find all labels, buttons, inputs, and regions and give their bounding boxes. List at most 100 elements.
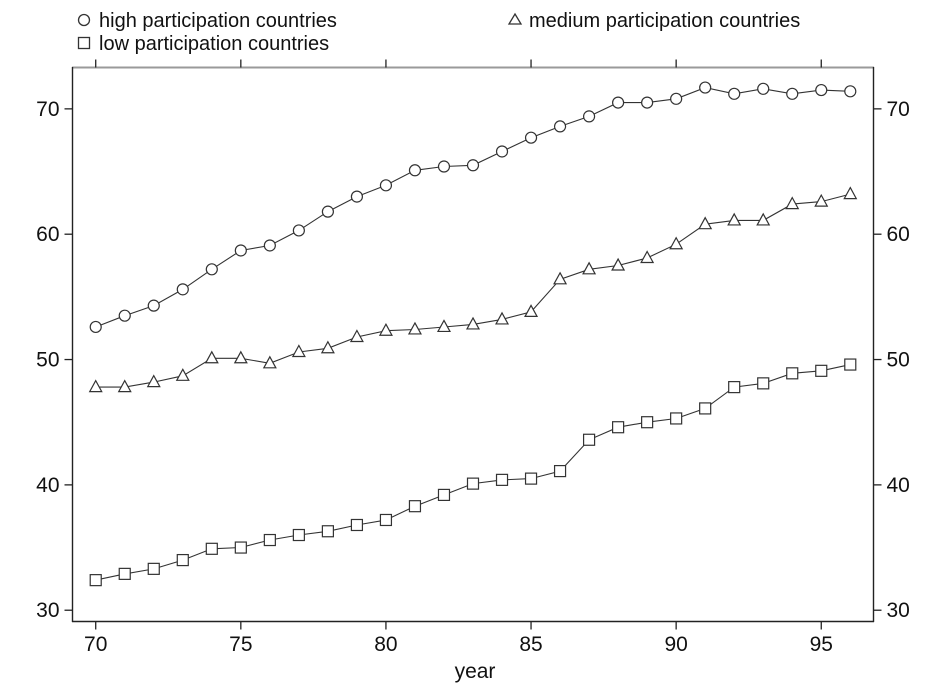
data-point-square	[495, 473, 509, 486]
data-point-square	[582, 433, 596, 446]
data-point-square	[118, 567, 131, 580]
series-layer	[88, 81, 858, 587]
data-point-square	[844, 358, 857, 371]
data-point-triangle	[349, 329, 364, 343]
data-point-square	[292, 528, 305, 542]
data-point-circle	[670, 92, 683, 105]
y-tick-label-left: 60	[36, 223, 59, 246]
data-point-square	[524, 472, 538, 485]
data-point-square	[379, 513, 393, 527]
data-point-triangle	[669, 236, 684, 250]
x-tick-label: 95	[810, 633, 833, 656]
data-point-triangle	[698, 216, 713, 230]
data-point-square	[786, 367, 799, 380]
data-point-circle	[89, 320, 102, 334]
data-point-square	[641, 416, 654, 429]
y-tick-label-right: 30	[887, 599, 910, 622]
y-tick-label-right: 70	[887, 98, 910, 121]
data-point-square	[147, 562, 160, 575]
data-point-circle	[379, 179, 393, 192]
axis-ticks: 70 75 80 85 90 95 30 30 40 40 50 50 60 60 70 70	[36, 59, 910, 656]
y-tick-label-left: 50	[36, 349, 59, 372]
data-point-triangle	[146, 374, 161, 388]
data-point-circle	[524, 131, 538, 144]
data-point-triangle	[582, 261, 597, 275]
y-tick-label-left: 70	[36, 98, 59, 121]
x-tick-label: 70	[84, 633, 107, 656]
data-point-circle	[321, 205, 334, 218]
data-point-circle	[699, 81, 712, 94]
data-point-triangle	[320, 340, 335, 354]
data-point-triangle	[117, 379, 132, 393]
data-point-triangle	[233, 350, 248, 364]
data-point-triangle	[611, 257, 626, 271]
legend: high participation countries medium part…	[77, 10, 800, 55]
y-tick-label-right: 50	[887, 349, 910, 372]
data-point-square	[234, 541, 247, 554]
data-point-triangle	[843, 186, 858, 200]
data-point-triangle	[640, 250, 655, 264]
data-point-triangle	[407, 321, 422, 335]
data-point-circle	[147, 299, 160, 312]
data-point-square	[728, 381, 741, 394]
data-point-circle	[292, 224, 305, 237]
series-triangle	[88, 186, 858, 393]
data-point-circle	[234, 244, 247, 257]
data-point-circle	[786, 87, 799, 100]
data-point-circle	[815, 83, 828, 97]
series-line	[95, 87, 851, 328]
data-point-triangle	[88, 379, 103, 393]
data-point-triangle	[727, 212, 742, 226]
data-point-circle	[582, 110, 596, 123]
data-point-triangle	[814, 193, 829, 207]
data-point-circle	[205, 263, 218, 276]
data-point-square	[670, 412, 683, 425]
data-point-circle	[757, 82, 770, 95]
data-point-triangle	[553, 271, 568, 285]
data-point-square	[263, 533, 276, 547]
data-point-triangle	[756, 212, 771, 226]
data-point-triangle	[262, 355, 277, 369]
data-point-circle	[844, 85, 857, 98]
data-point-triangle	[378, 322, 393, 336]
legend-label-low: low participation countries	[99, 33, 329, 55]
data-point-triangle	[465, 316, 481, 330]
data-point-square	[321, 525, 334, 538]
data-point-triangle	[785, 196, 800, 210]
data-point-square	[176, 553, 189, 567]
data-point-circle	[408, 164, 422, 177]
data-point-circle	[118, 309, 131, 322]
data-point-square	[205, 542, 218, 555]
series-square	[89, 358, 857, 587]
data-point-circle	[263, 239, 276, 252]
data-point-triangle	[436, 319, 451, 333]
x-tick-label: 90	[664, 633, 687, 656]
data-point-square	[466, 477, 480, 490]
legend-item-high: high participation countries	[77, 10, 337, 32]
data-point-circle	[176, 283, 189, 296]
data-point-circle	[466, 159, 480, 172]
data-point-square	[699, 402, 712, 415]
data-point-circle	[350, 190, 364, 203]
data-point-circle	[728, 87, 741, 100]
y-tick-label-left: 30	[36, 599, 59, 622]
data-point-square	[553, 464, 567, 478]
data-point-square	[89, 574, 102, 587]
legend-item-low: low participation countries	[77, 33, 329, 55]
plot-frame	[71, 66, 875, 623]
legend-square-marker	[77, 36, 91, 50]
data-point-circle	[437, 160, 451, 173]
data-point-circle	[495, 145, 509, 158]
data-point-triangle	[291, 344, 306, 358]
legend-label-medium: medium participation countries	[529, 10, 800, 32]
data-point-square	[408, 500, 422, 513]
y-tick-label-right: 60	[887, 223, 910, 246]
data-point-square	[757, 377, 770, 390]
x-tick-label: 85	[519, 633, 542, 656]
data-point-square	[815, 364, 828, 377]
data-point-square	[350, 518, 364, 532]
legend-triangle-marker	[507, 12, 523, 25]
y-tick-label-right: 40	[887, 474, 910, 497]
data-point-triangle	[495, 311, 510, 325]
